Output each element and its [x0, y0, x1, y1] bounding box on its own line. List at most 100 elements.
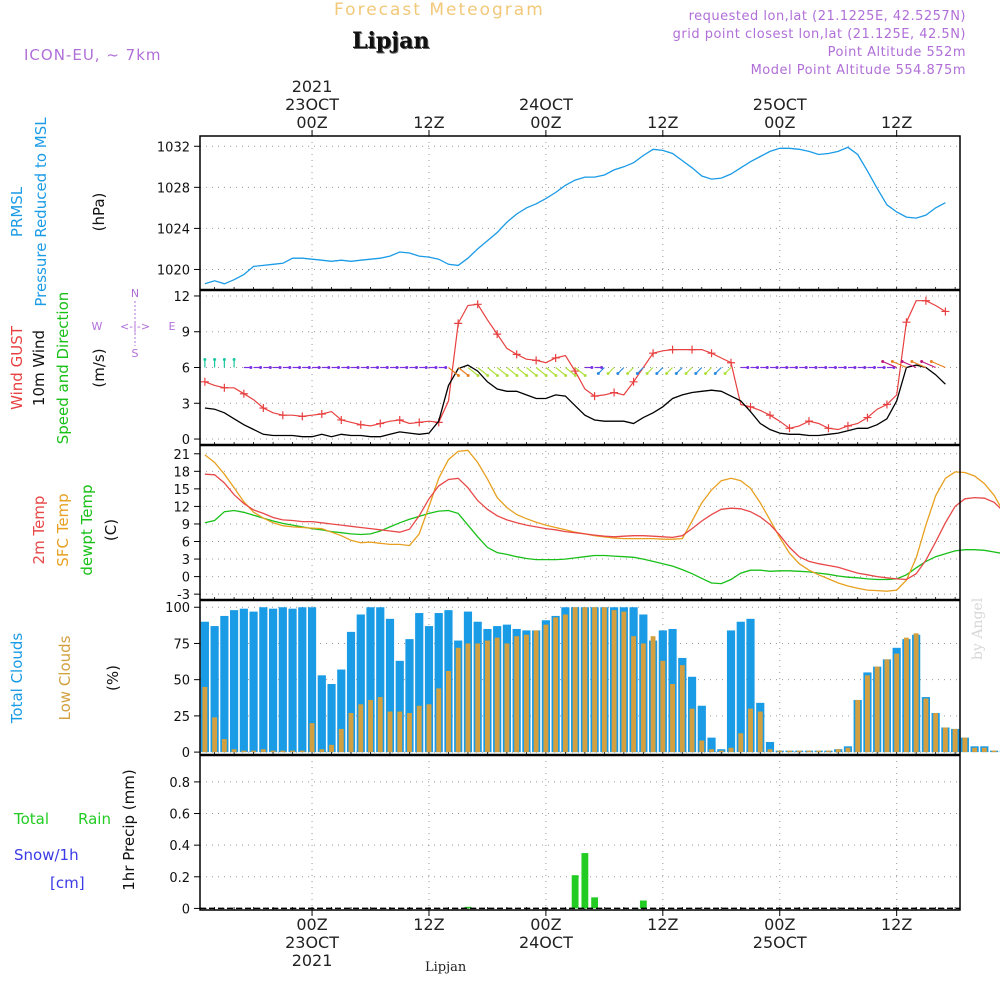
low-cloud-bar: [553, 617, 559, 753]
point-altitude: Point Altitude 552m: [827, 45, 966, 60]
low-cloud-bar: [767, 749, 773, 753]
temperature-ytick-label: 12: [173, 500, 190, 515]
low-cloud-bar: [446, 670, 451, 753]
gust-marker: [200, 377, 209, 386]
low-cloud-bar: [913, 633, 919, 753]
clouds-ylabel-low: Low Clouds: [56, 635, 74, 720]
pressure-ytick-label: 1032: [157, 140, 190, 155]
total-cloud-bar: [415, 613, 424, 753]
low-cloud-bar: [543, 624, 549, 753]
total-cloud-bar: [259, 607, 268, 753]
wind-series-10m-wind: [204, 364, 946, 438]
wind-ylabel-10m: 10m Wind: [30, 330, 48, 406]
wind-arrow-head: [376, 366, 380, 369]
wind-arrow-head: [704, 372, 708, 375]
compass-s: S: [132, 347, 139, 360]
low-cloud-bar: [494, 637, 500, 753]
low-cloud-bar: [670, 684, 675, 753]
top-time-label: 00Z: [764, 113, 795, 132]
temperature-series-sfc-temp: [204, 449, 1000, 592]
low-cloud-bar: [699, 740, 705, 753]
wind-arrow-head: [814, 366, 818, 369]
wind-arrow-head: [414, 366, 418, 369]
total-cloud-bar: [337, 669, 346, 753]
gust-marker: [317, 410, 326, 418]
low-cloud-bar: [942, 727, 948, 753]
model-label: ICON-EU, ~ 7km: [24, 46, 162, 64]
wind-arrow-head: [596, 372, 600, 375]
wind-ytick-label: 9: [182, 326, 190, 341]
low-cloud-bar: [397, 711, 403, 753]
low-cloud-bar: [504, 643, 510, 753]
low-cloud-bar: [523, 634, 529, 753]
wind-arrow-head: [544, 374, 548, 377]
low-cloud-bar: [952, 728, 958, 753]
wind-arrow: [477, 367, 489, 376]
total-cloud-bar: [405, 639, 414, 753]
precip-ytick-label: 0.4: [169, 839, 190, 854]
wind-arrow: [565, 367, 576, 376]
rain-bar: [581, 853, 589, 909]
wind-arrow-head: [525, 374, 529, 377]
total-cloud-bar: [424, 626, 434, 753]
low-cloud-bar: [981, 747, 987, 753]
total-cloud-bar: [249, 611, 258, 753]
temp-ylabel-2m: 2m Temp: [30, 496, 48, 565]
low-cloud-bar: [377, 697, 383, 753]
wind-arrow-head: [534, 374, 538, 377]
low-cloud-bar: [309, 723, 315, 753]
low-cloud-bar: [407, 712, 412, 753]
gust-marker: [512, 350, 521, 359]
low-cloud-bar: [894, 653, 900, 753]
clouds-ytick-label: 25: [173, 710, 190, 725]
total-cloud-bar: [317, 675, 326, 753]
clouds-unit: (%): [104, 665, 122, 691]
low-cloud-bar: [221, 739, 227, 753]
pressure-ylabel-msl: Pressure Reduced to MSL: [32, 117, 50, 307]
total-cloud-bar: [707, 737, 716, 753]
wind-arrow: [882, 360, 897, 369]
bottom-time-label: 12Z: [881, 915, 912, 934]
wind-arrow: [931, 360, 946, 369]
temperature-ytick-label: 21: [173, 448, 190, 463]
wind-arrow: [545, 367, 557, 376]
low-cloud-bar: [485, 640, 490, 753]
temp-ylabel-dewpt: dewpt Temp: [78, 484, 96, 575]
precip-ytick-label: 0.6: [169, 808, 190, 823]
temp-unit: (C): [102, 519, 120, 541]
gust-marker: [493, 330, 502, 339]
top-time-label: 24OCT: [519, 95, 573, 114]
precip-legend-rain: Rain: [78, 810, 111, 828]
low-cloud-bar: [738, 733, 744, 753]
low-cloud-bar: [416, 705, 422, 753]
gridpoint-coords: grid point closest lon,lat (21.125E, 42.…: [672, 27, 966, 42]
wind-arrow: [457, 367, 469, 376]
low-cloud-bar: [251, 750, 257, 753]
wind-arrow-head: [259, 366, 263, 369]
wind-arrow-head: [929, 360, 933, 363]
low-cloud-bar: [874, 666, 880, 753]
wind-arrow-head: [694, 372, 698, 375]
wind-arrow-head: [606, 372, 610, 375]
total-cloud-bar: [268, 608, 278, 753]
rain-bar: [571, 875, 579, 909]
compass-e: E: [169, 320, 176, 333]
low-cloud-bar: [865, 675, 870, 753]
wind-arrow-head: [476, 374, 480, 377]
wind-arrow: [526, 367, 537, 376]
wind-arrow-head: [203, 358, 207, 361]
total-cloud-bar: [346, 631, 356, 753]
total-cloud-bar: [230, 610, 239, 753]
wind-arrow-head: [746, 366, 750, 369]
wind-arrow-head: [434, 366, 438, 369]
total-cloud-bar: [376, 607, 385, 753]
temperature-ytick-label: 0: [182, 571, 190, 586]
total-cloud-bar: [356, 614, 365, 753]
temperature-ytick-label: 15: [173, 483, 190, 498]
temperature-ytick-label: 6: [182, 536, 190, 551]
gust-marker: [239, 389, 248, 398]
wind-ylabel-direction: Speed and Direction: [54, 292, 72, 445]
gust-marker: [610, 388, 619, 397]
top-time-label: 12Z: [413, 113, 444, 132]
wind-arrow-head: [645, 372, 649, 375]
